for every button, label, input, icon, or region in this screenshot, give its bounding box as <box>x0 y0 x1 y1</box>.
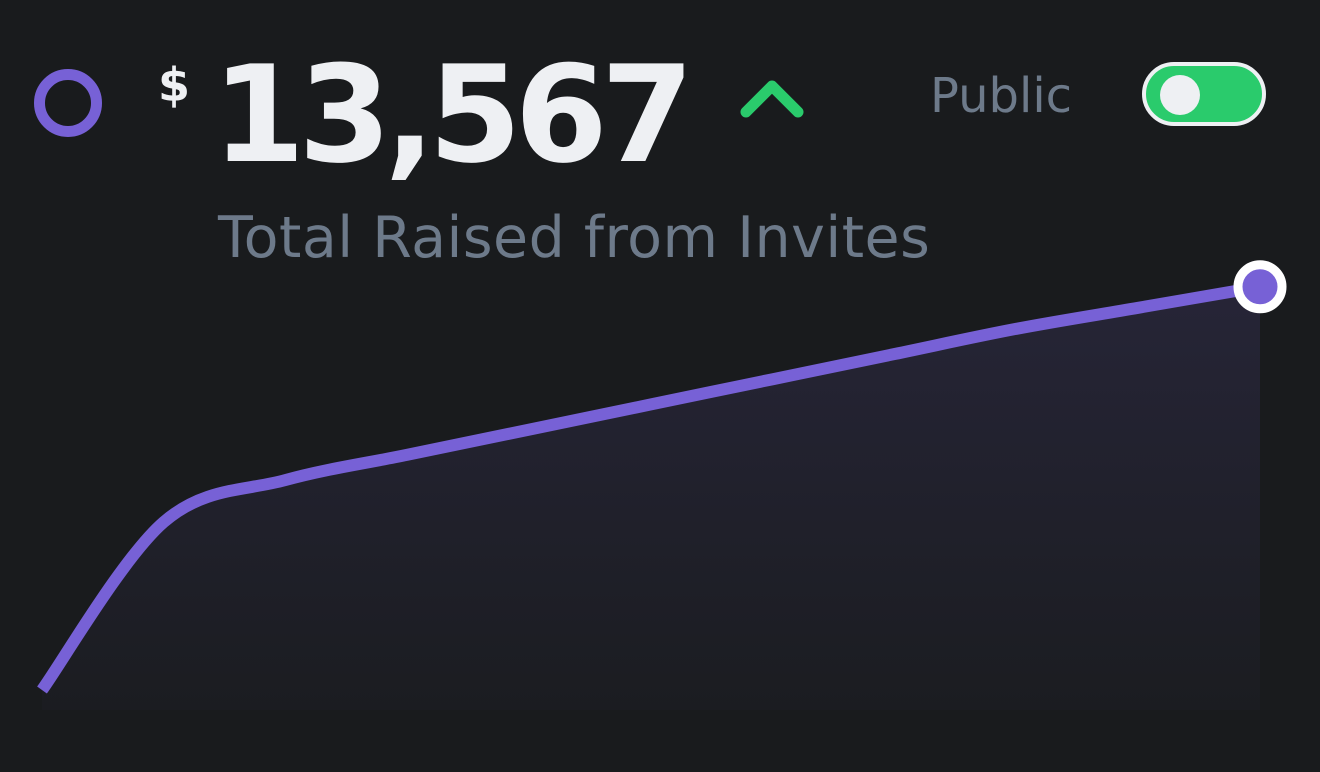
subtitle: Total Raised from Invites <box>218 205 931 271</box>
public-toggle[interactable] <box>1142 62 1266 126</box>
caret-up-icon <box>740 80 804 118</box>
series-line <box>37 280 1262 694</box>
currency-symbol: $ <box>158 58 191 112</box>
series-area-fill <box>42 286 1260 710</box>
public-label: Public <box>930 68 1073 124</box>
total-amount: 13,567 <box>212 37 694 193</box>
toggle-knob[interactable] <box>1160 75 1200 115</box>
ring-icon <box>34 69 102 137</box>
end-point-marker[interactable] <box>1233 260 1287 314</box>
